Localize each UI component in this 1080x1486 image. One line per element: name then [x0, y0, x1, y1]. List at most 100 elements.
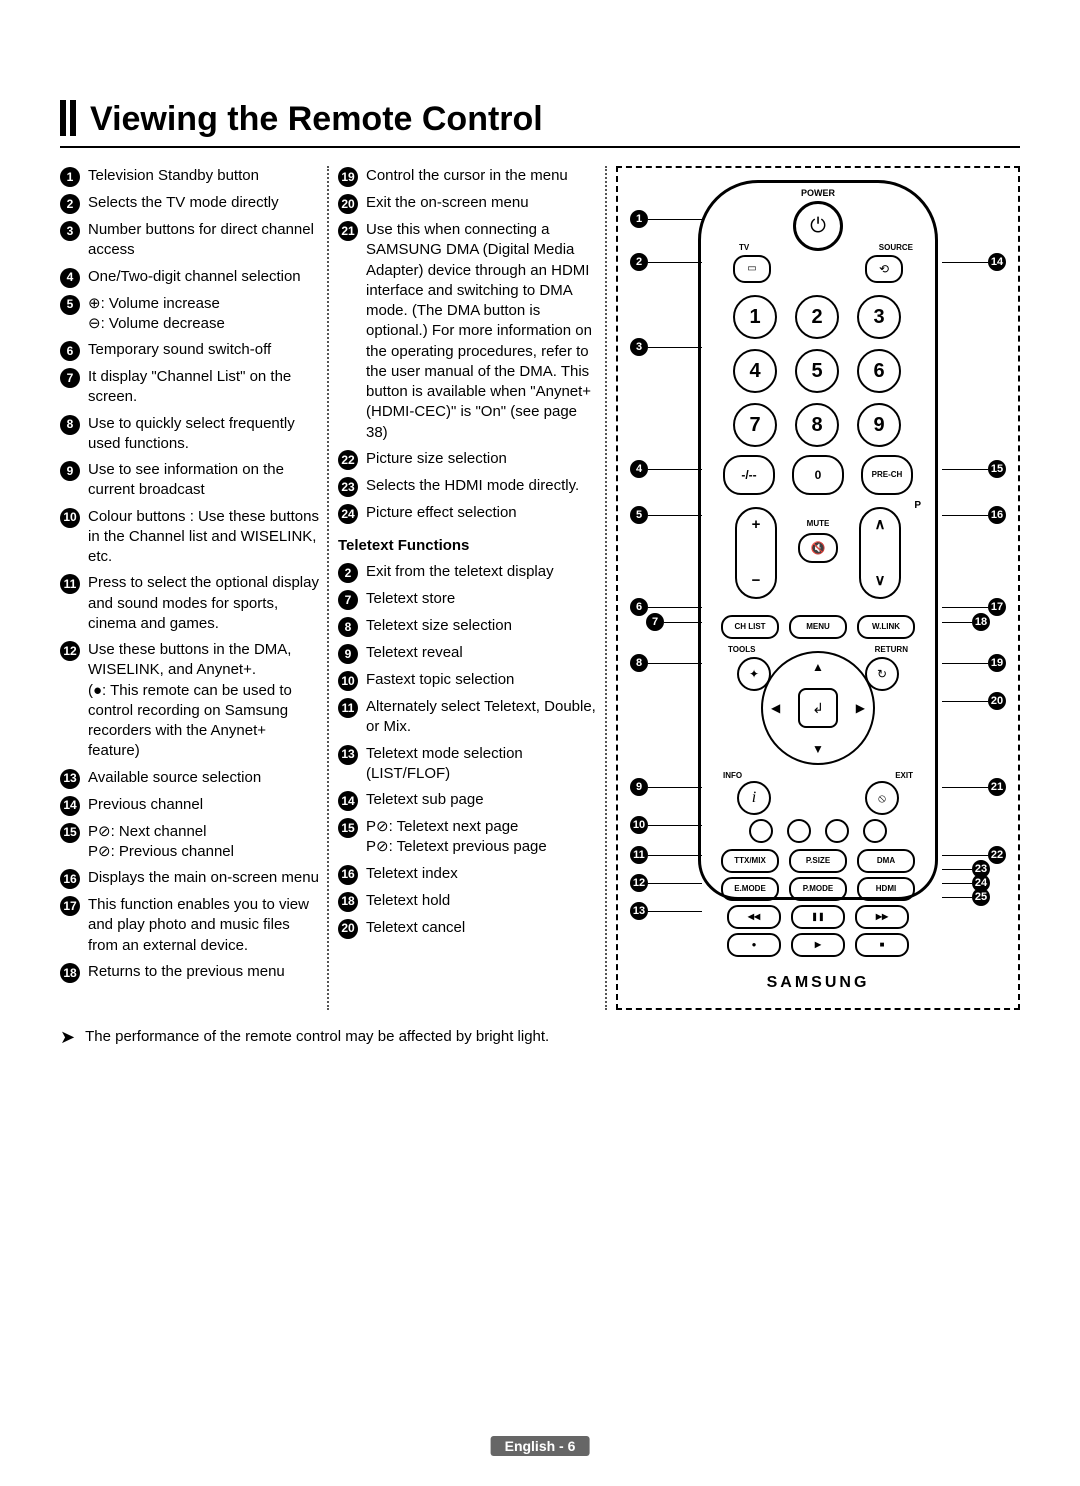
leader-line: [648, 883, 702, 884]
tv-button: ▭: [733, 255, 771, 283]
item-text: Teletext hold: [366, 891, 598, 912]
manual-page: Viewing the Remote Control 1Television S…: [0, 0, 1080, 1486]
item-text: P⊘: Teletext next page P⊘: Teletext prev…: [366, 817, 598, 858]
list-item: 1Television Standby button: [60, 166, 320, 187]
item-text: ⊕: Volume increase ⊖: Volume decrease: [88, 294, 320, 335]
callout: 21: [988, 778, 1006, 796]
color-buttons: [749, 819, 887, 843]
bullet-indicator: 15: [60, 823, 80, 843]
transport-row-2: ●▶■: [727, 933, 909, 957]
list-item: 4One/Two-digit channel selection: [60, 267, 320, 288]
leader-line: [664, 622, 702, 623]
callout: 17: [988, 598, 1006, 616]
power-button: ⏻: [793, 201, 843, 251]
leader-line: [648, 855, 702, 856]
callout: 10: [630, 816, 648, 834]
channel-rocker: ∧∨: [859, 507, 901, 599]
list-item: 20 Teletext cancel: [338, 918, 598, 939]
item-text: Exit from the teletext display: [366, 562, 598, 583]
title-rule: [60, 146, 1020, 148]
callout: 25: [972, 888, 990, 906]
bullet-indicator: 13: [60, 769, 80, 789]
leader-line: [942, 469, 988, 470]
bullet-indicator: 9: [60, 461, 80, 481]
item-text: Teletext store: [366, 589, 598, 610]
info-button: i: [737, 781, 771, 815]
leader-line: [942, 622, 972, 623]
item-text: Available source selection: [88, 768, 320, 789]
nav-pad: ▲▼ ◀▶ ↲: [761, 651, 875, 765]
leader-line: [942, 869, 972, 870]
item-text: Television Standby button: [88, 166, 320, 187]
pill-row-3: E.MODE P.MODE HDMI: [721, 877, 915, 901]
item-text: Fastext topic selection: [366, 670, 598, 691]
callout: 19: [988, 654, 1006, 672]
label-source: SOURCE: [879, 243, 913, 254]
bullet-indicator: 21: [338, 221, 358, 241]
list-item: 19Control the cursor in the menu: [338, 166, 598, 187]
bullet-indicator: 24: [338, 504, 358, 524]
list-item: 18Teletext hold: [338, 891, 598, 912]
list-item: 2Selects the TV mode directly: [60, 193, 320, 214]
list-item: 14Previous channel: [60, 795, 320, 816]
column-divider: [605, 166, 607, 1010]
item-list-1: 1Television Standby button 2Selects the T…: [60, 166, 320, 983]
list-item: 5⊕: Volume increase ⊖: Volume decrease: [60, 294, 320, 335]
item-text: Exit the on-screen menu: [366, 193, 598, 214]
bullet-indicator: 18: [60, 963, 80, 983]
list-item: 10Colour buttons : Use these buttons in …: [60, 507, 320, 568]
list-item: 15P⊘: Next channel P⊘: Previous channel: [60, 822, 320, 863]
item-text: Press to select the optional display and…: [88, 573, 320, 634]
title-decoration: [60, 100, 76, 136]
bullet-indicator: 7: [60, 368, 80, 388]
leader-line: [942, 701, 988, 702]
numpad-bottom-row: -/--0PRE-CH: [723, 455, 913, 495]
bullet-indicator: 15: [338, 818, 358, 838]
item-text: Use these buttons in the DMA, WISELINK, …: [88, 640, 320, 762]
callout: 18: [972, 613, 990, 631]
body-columns: 1Television Standby button2Selects the T…: [60, 166, 1020, 1010]
list-item: 7It display "Channel List" on the screen…: [60, 367, 320, 408]
item-text: Teletext size selection: [366, 616, 598, 637]
item-text: One/Two-digit channel selection: [88, 267, 320, 288]
item-text: Selects the HDMI mode directly.: [366, 476, 598, 497]
bullet-indicator: 2: [338, 563, 358, 583]
list-item: 9Use to see information on the current b…: [60, 460, 320, 501]
item-text: Teletext mode selection (LIST/FLOF): [366, 744, 598, 785]
item-text: Teletext index: [366, 864, 598, 885]
pill-row-2: TTX/MIX P.SIZE DMA: [721, 849, 915, 873]
callout: 9: [630, 778, 648, 796]
callout: 5: [630, 506, 648, 524]
item-text: Picture effect selection: [366, 503, 598, 524]
item-text: Teletext cancel: [366, 918, 598, 939]
title-bar: Viewing the Remote Control: [60, 100, 1020, 136]
list-item: 16Displays the main on-screen menu: [60, 868, 320, 889]
bullet-indicator: 2: [60, 194, 80, 214]
list-item: 24 Picture effect selection: [338, 503, 598, 524]
mute-button: 🔇: [798, 533, 838, 563]
column-divider: [327, 166, 329, 1010]
callout: 1: [630, 210, 648, 228]
callout: 20: [988, 692, 1006, 710]
label-mute: MUTE: [807, 519, 830, 530]
callout: 6: [630, 598, 648, 616]
callout: 15: [988, 460, 1006, 478]
bullet-indicator: 14: [338, 791, 358, 811]
callout: 14: [988, 253, 1006, 271]
leader-line: [942, 515, 988, 516]
bullet-indicator: 20: [338, 194, 358, 214]
item-text: Teletext sub page: [366, 790, 598, 811]
bullet-indicator: 20: [338, 919, 358, 939]
list-item: 13 Available source selection: [60, 768, 320, 789]
bullet-indicator: 8: [338, 617, 358, 637]
remote-diagram: POWER ⏻ TV SOURCE ▭ ⟲ 123 456 789 -/--0P…: [616, 166, 1020, 1010]
callout: 7: [646, 613, 664, 631]
leader-line: [648, 469, 702, 470]
bullet-indicator: 19: [338, 167, 358, 187]
page-number-badge: English - 6: [491, 1436, 590, 1456]
column-2: 19Control the cursor in the menu 20 Exit t…: [338, 166, 598, 1010]
leader-line: [648, 515, 702, 516]
list-item: 13Teletext mode selection (LIST/FLOF): [338, 744, 598, 785]
item-text: Use this when connecting a SAMSUNG DMA (…: [366, 220, 598, 443]
footnote-text: The performance of the remote control ma…: [85, 1028, 549, 1046]
